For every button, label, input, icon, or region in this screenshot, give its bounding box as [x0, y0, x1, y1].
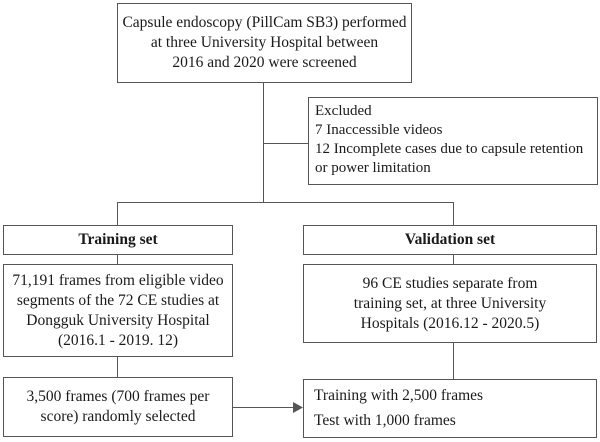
screening-line: 2016 and 2020 were screened: [172, 54, 357, 71]
validation-set-header-label: Validation set: [404, 231, 496, 248]
training-set-header-label: Training set: [78, 231, 158, 248]
excluded-item: 12 Incomplete cases due to capsule reten…: [315, 141, 584, 157]
connector-to-excluded: [263, 143, 309, 144]
connector-train-desc-selection: [117, 357, 118, 377]
excluded-box: Excluded 7 Inaccessible videos 12 Incomp…: [308, 97, 598, 185]
split-test-label: Test with 1,000 frames: [314, 411, 456, 429]
screening-box: Capsule endoscopy (PillCam SB3) performe…: [117, 3, 412, 83]
connector-to-training: [117, 202, 118, 225]
training-description-line: 71,191 frames from eligible video: [12, 271, 224, 289]
training-selection-box: 3,500 frames (700 frames per score) rand…: [3, 377, 233, 437]
screening-line: at three University Hospital between: [150, 34, 379, 51]
connector-to-validation: [453, 202, 454, 225]
split-training-label: Training with 2,500 frames: [314, 387, 484, 405]
screening-line: Capsule endoscopy (PillCam SB3) performe…: [122, 14, 407, 31]
training-selection-line: 3,500 frames (700 frames per: [26, 388, 210, 405]
validation-description-box: 96 CE studies separate from training set…: [303, 264, 597, 343]
arrowhead-icon: [293, 402, 303, 413]
excluded-item: 7 Inaccessible videos: [315, 122, 443, 138]
validation-description-line: 96 CE studies separate from: [362, 274, 538, 292]
training-description-line: segments of the 72 CE studies at: [16, 291, 220, 309]
arrow-selection-to-split: [233, 407, 295, 408]
connector-val-header-desc: [453, 255, 454, 264]
validation-set-header: Validation set: [303, 225, 597, 255]
training-description-box: 71,191 frames from eligible video segmen…: [3, 264, 233, 357]
training-selection-line: score) randomly selected: [40, 408, 196, 425]
excluded-title: Excluded: [315, 103, 372, 119]
training-description-line: (2016.1 - 2019. 12): [57, 331, 179, 349]
validation-description-line: training set, at three University: [353, 294, 547, 312]
excluded-item: or power limitation: [315, 160, 431, 176]
validation-description-line: Hospitals (2016.12 - 2020.5): [360, 314, 540, 332]
connector-train-header-desc: [117, 255, 118, 264]
split-box: Training with 2,500 frames Test with 1,0…: [303, 379, 597, 438]
connector-split-horizontal: [117, 202, 454, 203]
connector-screen-down: [263, 83, 264, 202]
connector-val-desc-split: [453, 343, 454, 379]
training-description-line: Dongguk University Hospital: [26, 311, 210, 329]
training-set-header: Training set: [3, 225, 233, 255]
